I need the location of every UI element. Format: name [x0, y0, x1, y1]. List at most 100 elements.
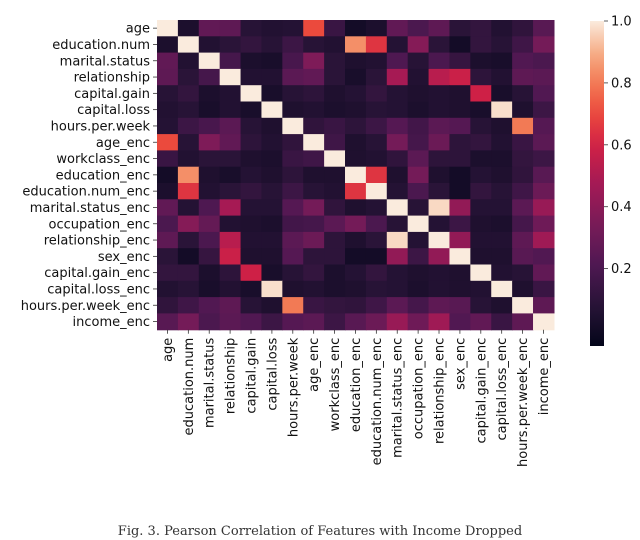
heatmap-cell	[282, 36, 304, 54]
heatmap-cell	[345, 134, 367, 151]
heatmap-cell	[324, 117, 346, 135]
x-tick-label: education_enc	[349, 338, 364, 432]
heatmap-cell	[470, 280, 492, 298]
heatmap-cell	[261, 248, 283, 266]
heatmap-cell	[219, 166, 242, 184]
heatmap-cell	[303, 215, 325, 233]
heatmap-cell	[407, 280, 430, 298]
heatmap-cell	[282, 20, 304, 37]
heatmap-cell	[365, 68, 388, 86]
heatmap-cell	[533, 199, 555, 217]
heatmap-cell	[345, 52, 367, 70]
heatmap-cell	[386, 134, 409, 151]
heatmap-cell	[491, 134, 513, 151]
y-tick-label: marital.status	[60, 54, 151, 69]
heatmap-cell	[240, 85, 263, 103]
heatmap-cell	[303, 313, 325, 331]
heatmap-cell	[470, 166, 492, 184]
heatmap-cell	[157, 297, 179, 314]
heatmap-cell	[282, 264, 304, 282]
heatmap-cell	[386, 150, 409, 168]
heatmap-cell	[533, 36, 555, 54]
x-tick-label: marital.status_enc	[391, 338, 406, 458]
heatmap-cell	[365, 36, 388, 54]
heatmap-cell	[428, 231, 451, 249]
heatmap-cell	[345, 215, 367, 233]
heatmap-cell	[533, 20, 555, 37]
heatmap-cell	[282, 166, 304, 184]
heatmap-cell	[219, 199, 242, 217]
heatmap-cell	[470, 150, 492, 168]
heatmap-cell	[449, 20, 471, 37]
heatmap-cell	[512, 117, 534, 135]
x-tick-label: relationship	[224, 338, 239, 414]
heatmap-cell	[512, 52, 534, 70]
heatmap-cell	[324, 297, 346, 314]
heatmap-cell	[324, 150, 346, 168]
heatmap-cell	[198, 199, 221, 217]
heatmap-cell	[449, 134, 471, 151]
heatmap-cell	[303, 117, 325, 135]
heatmap-cell	[365, 231, 388, 249]
heatmap-cell	[198, 248, 221, 266]
x-tick-label: education.num_enc	[370, 338, 385, 466]
heatmap-cell	[512, 166, 534, 184]
heatmap-cell	[324, 52, 346, 70]
y-tick-label: age	[126, 22, 150, 37]
heatmap-cell	[491, 101, 513, 119]
heatmap-cell	[219, 52, 242, 70]
heatmap-cell	[491, 215, 513, 233]
heatmap-cell	[407, 215, 430, 233]
heatmap-cell	[261, 36, 283, 54]
heatmap-cell	[345, 297, 367, 314]
heatmap-cell	[533, 68, 555, 86]
heatmap-cell	[491, 52, 513, 70]
heatmap-cell	[157, 117, 179, 135]
heatmap-cell	[261, 280, 283, 298]
y-tick-label: relationship	[74, 71, 150, 86]
y-tick-label: income_enc	[73, 315, 151, 330]
heatmap-cell	[470, 134, 492, 151]
heatmap-cell	[449, 68, 471, 86]
heatmap-cell	[240, 52, 263, 70]
heatmap-cell	[157, 20, 179, 37]
heatmap-cell	[240, 264, 263, 282]
heatmap-cell	[345, 199, 367, 217]
heatmap-cell	[428, 166, 451, 184]
heatmap-cell	[282, 199, 304, 217]
heatmap-cell	[407, 297, 430, 314]
heatmap-cell	[365, 20, 388, 37]
heatmap-cell	[324, 231, 346, 249]
heatmap-cell	[240, 215, 263, 233]
heatmap-cell	[512, 297, 534, 314]
heatmap-cell	[470, 313, 492, 331]
heatmap-cell	[219, 297, 242, 314]
heatmap-cell	[324, 215, 346, 233]
heatmap-cell	[512, 85, 534, 103]
heatmap-cell	[303, 166, 325, 184]
heatmap-cell	[177, 248, 200, 266]
heatmap-cell	[428, 199, 451, 217]
colorbar-gradient	[590, 21, 604, 346]
heatmap-cell	[491, 183, 513, 200]
heatmap-cell	[512, 183, 534, 200]
y-tick-label: hours.per.week	[51, 119, 151, 134]
heatmap-cell	[345, 231, 367, 249]
heatmap-cell	[177, 231, 200, 249]
x-tick-label: income_enc	[537, 338, 552, 416]
heatmap-cell	[386, 117, 409, 135]
heatmap-cell	[491, 117, 513, 135]
heatmap-cell	[303, 297, 325, 314]
heatmap-cell	[428, 183, 451, 200]
heatmap-cell	[533, 313, 555, 331]
heatmap-cell	[303, 199, 325, 217]
heatmap-cell	[533, 117, 555, 135]
colorbar: 0.2 0.4 0.6 0.8 1.0	[590, 15, 632, 346]
heatmap-cell	[386, 313, 409, 331]
heatmap-cell	[533, 85, 555, 103]
x-tick-label: hours.per.week	[286, 337, 301, 437]
heatmap-cell	[198, 134, 221, 151]
heatmap-cell	[261, 134, 283, 151]
heatmap-cell	[261, 117, 283, 135]
heatmap-cell	[449, 264, 471, 282]
